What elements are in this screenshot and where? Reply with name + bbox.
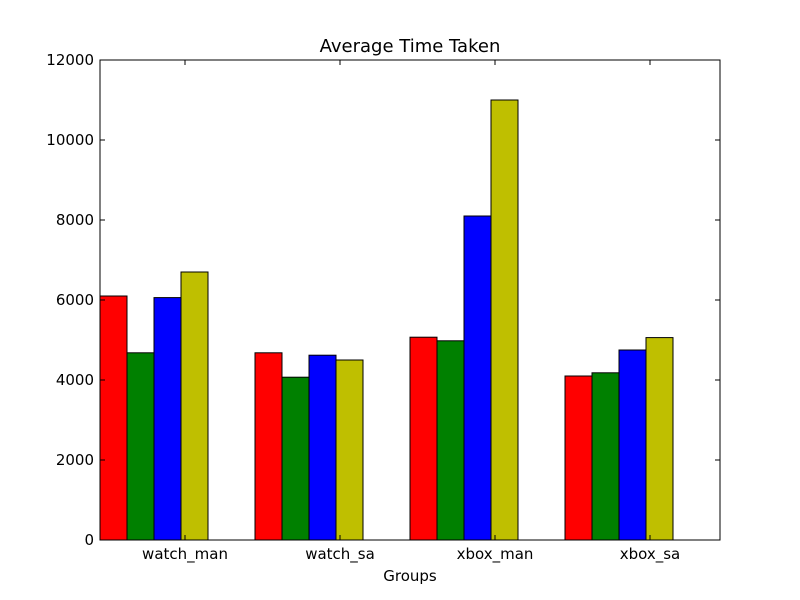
x-tick-label: watch_man xyxy=(142,545,228,564)
x-tick-label: xbox_sa xyxy=(620,545,681,564)
x-axis-label: Groups xyxy=(383,567,437,585)
bar-watch_sa-series-2 xyxy=(281,376,310,541)
y-tick-label: 2000 xyxy=(56,451,94,469)
chart-title: Average Time Taken xyxy=(320,36,501,57)
bar-xbox_man-series-1 xyxy=(409,336,438,541)
bar-xbox_sa-series-4 xyxy=(645,337,674,541)
bar-watch_sa-series-4 xyxy=(335,359,364,541)
y-tick-label: 4000 xyxy=(56,371,94,389)
x-tick-label: watch_sa xyxy=(305,545,375,564)
bar-watch_man-series-3 xyxy=(153,297,182,541)
y-tick-label: 10000 xyxy=(46,131,94,149)
bar-xbox_man-series-2 xyxy=(436,340,465,541)
ticks-layer: watch_man watch_sa xbox_man xbox_sa 0 2000 400… xyxy=(46,51,720,564)
y-tick-label: 12000 xyxy=(46,51,94,69)
bar-xbox_sa-series-1 xyxy=(564,375,593,541)
bar-xbox_sa-series-3 xyxy=(618,349,647,541)
bar-watch_man-series-4 xyxy=(180,271,209,541)
y-tick-label: 0 xyxy=(84,531,94,549)
bar-watch_man-series-2 xyxy=(126,352,155,541)
bar-xbox_man-series-3 xyxy=(463,215,492,541)
bar-watch_sa-series-1 xyxy=(254,352,283,541)
bar-xbox_man-series-4 xyxy=(490,99,519,541)
bar-watch_sa-series-3 xyxy=(308,354,337,541)
x-tick-label: xbox_man xyxy=(457,545,534,564)
bar-xbox_sa-series-2 xyxy=(591,372,620,541)
bar-watch_man-series-1 xyxy=(99,295,128,541)
y-tick-label: 6000 xyxy=(56,291,94,309)
bars-layer xyxy=(99,99,674,541)
y-tick-label: 8000 xyxy=(56,211,94,229)
